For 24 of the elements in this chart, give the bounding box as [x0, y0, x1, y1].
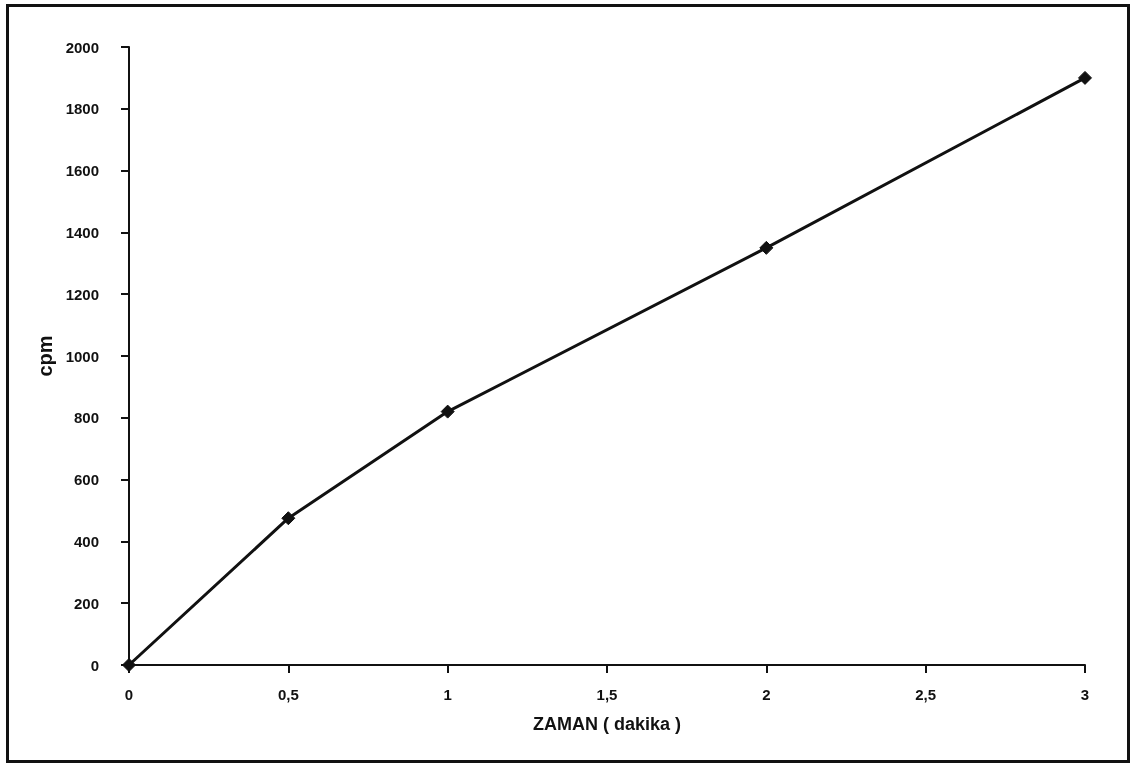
y-axis-title: cpm	[33, 335, 56, 377]
y-tick-label: 1200	[65, 285, 99, 303]
y-tick-label: 0	[90, 656, 99, 674]
x-tick-label: 0,5	[277, 686, 299, 703]
x-tick-label: 0	[124, 686, 134, 703]
point	[759, 240, 774, 255]
y-tick-label: 1400	[65, 223, 99, 241]
x-tick-label: 2,5	[915, 686, 937, 703]
point	[281, 511, 296, 526]
x-tick-label: 1,5	[596, 686, 618, 703]
point	[440, 404, 455, 419]
y-tick-label: 1000	[65, 347, 99, 365]
y-tick-label: 800	[73, 409, 99, 427]
x-tick-label: 2	[762, 686, 771, 703]
y-tick-label: 200	[73, 594, 99, 612]
y-tick-label: 1600	[65, 162, 99, 180]
x-tick-label: 1	[443, 686, 452, 703]
x-axis-title: ZAMAN ( dakika )	[532, 714, 682, 734]
y-tick-label: 1800	[65, 100, 99, 118]
y-tick-label: 400	[73, 532, 99, 550]
y-tick-label: 600	[73, 471, 99, 489]
y-tick-label: 2000	[65, 38, 99, 56]
point	[1078, 70, 1092, 85]
x-tick-label: 3	[1080, 686, 1090, 703]
